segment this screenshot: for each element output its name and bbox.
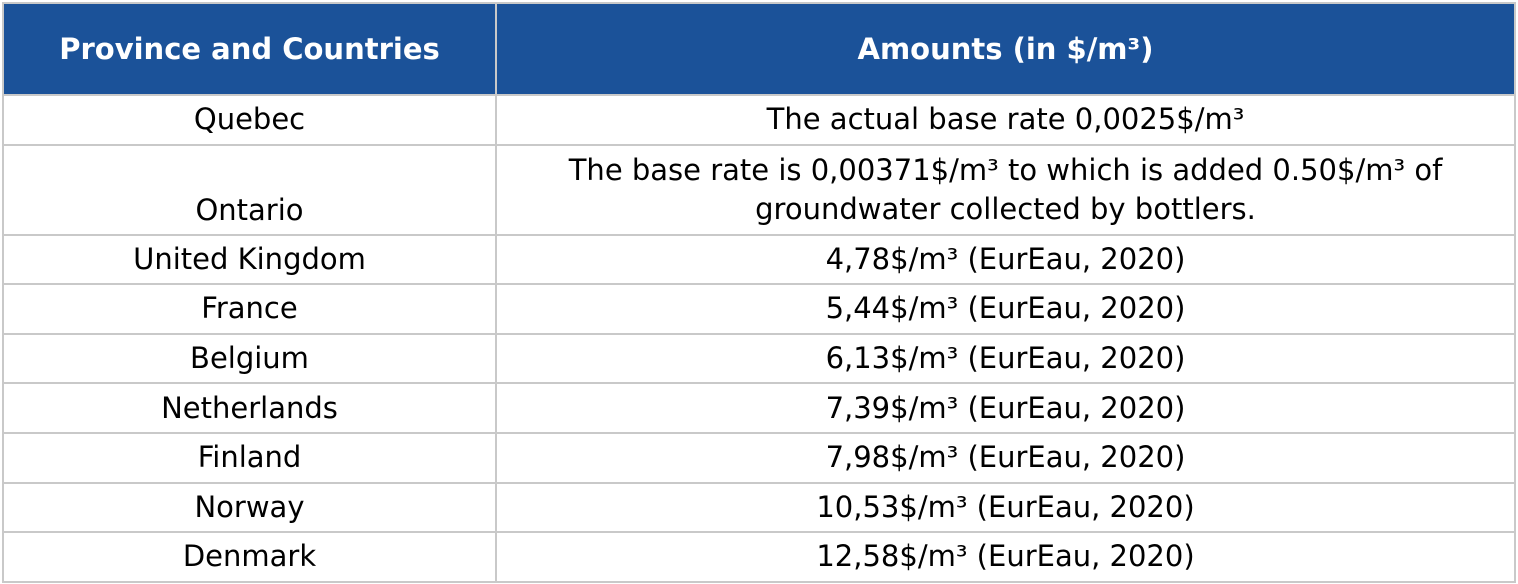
- amount-cell: 7,39$/m³ (EurEau, 2020): [495, 382, 1516, 434]
- country-cell: France: [2, 283, 497, 335]
- country-cell: Finland: [2, 431, 497, 484]
- table-row: Ontario The base rate is 0,00371$/m³ to …: [2, 143, 1516, 236]
- amount-cell: 4,78$/m³ (EurEau, 2020): [495, 233, 1516, 286]
- table-row: Netherlands 7,39$/m³ (EurEau, 2020): [2, 382, 1516, 434]
- table-row: Quebec The actual base rate 0,0025$/m³: [2, 94, 1516, 146]
- table-row: Belgium 6,13$/m³ (EurEau, 2020): [2, 332, 1516, 385]
- country-cell: Netherlands: [2, 382, 497, 434]
- table-row: United Kingdom 4,78$/m³ (EurEau, 2020): [2, 233, 1516, 286]
- amount-cell: The actual base rate 0,0025$/m³: [495, 94, 1516, 146]
- table-row: Norway 10,53$/m³ (EurEau, 2020): [2, 481, 1516, 534]
- amount-cell: The base rate is 0,00371$/m³ to which is…: [495, 143, 1516, 236]
- header-row: Province and Countries Amounts (in $/m³): [2, 2, 1516, 96]
- country-cell: Norway: [2, 481, 497, 534]
- country-cell: Belgium: [2, 332, 497, 385]
- amount-cell: 5,44$/m³ (EurEau, 2020): [495, 283, 1516, 335]
- country-cell: Quebec: [2, 94, 497, 146]
- country-cell: Denmark: [2, 531, 497, 583]
- table-row: France 5,44$/m³ (EurEau, 2020): [2, 283, 1516, 335]
- amount-cell: 12,58$/m³ (EurEau, 2020): [495, 531, 1516, 583]
- amount-cell: 10,53$/m³ (EurEau, 2020): [495, 481, 1516, 534]
- amount-cell: 7,98$/m³ (EurEau, 2020): [495, 431, 1516, 484]
- country-cell: United Kingdom: [2, 233, 497, 286]
- table-row: Denmark 12,58$/m³ (EurEau, 2020): [2, 531, 1516, 583]
- amount-cell: 6,13$/m³ (EurEau, 2020): [495, 332, 1516, 385]
- header-amounts: Amounts (in $/m³): [495, 2, 1516, 96]
- country-cell: Ontario: [2, 143, 497, 236]
- table-row: Finland 7,98$/m³ (EurEau, 2020): [2, 431, 1516, 484]
- amount-cell-line-2: groundwater collected by bottlers.: [755, 191, 1256, 226]
- header-province-countries: Province and Countries: [2, 2, 497, 96]
- amount-cell-line-1: The base rate is 0,00371$/m³ to which is…: [568, 152, 1443, 187]
